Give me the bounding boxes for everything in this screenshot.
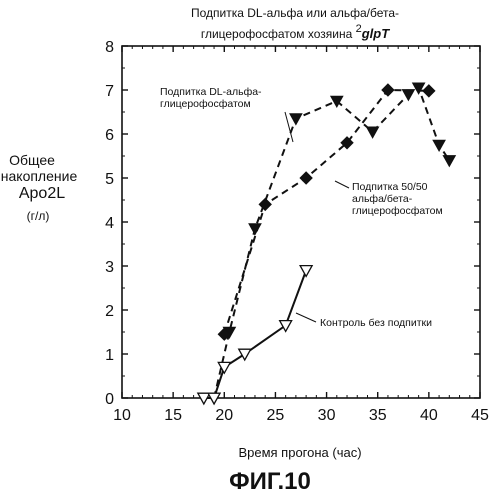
- data-point-series-1: [329, 95, 344, 109]
- y-tick-label: 4: [105, 215, 114, 232]
- annotation-label-series-2: альфа/бета-: [352, 193, 413, 205]
- x-tick-label: 10: [113, 407, 131, 424]
- data-point-series-3: [206, 392, 222, 406]
- data-point-series-2: [422, 84, 436, 98]
- chart-title-line-1: Подпитка DL-альфа или альфа/бета-: [191, 6, 399, 20]
- x-tick-label: 15: [164, 407, 182, 424]
- series-line-1: [213, 86, 451, 399]
- data-point-series-3: [217, 361, 232, 375]
- y-tick-label: 7: [105, 83, 114, 100]
- data-point-series-2: [299, 171, 313, 185]
- data-point-series-1: [365, 126, 380, 139]
- annotation-label-series-2: глицерофосфатом: [352, 205, 443, 217]
- y-tick-label: 1: [105, 347, 114, 364]
- data-point-series-3: [278, 319, 293, 333]
- annotation-label-series-2: Подпитка 50/50: [352, 181, 428, 193]
- chart-title-gene: glpT: [361, 26, 390, 41]
- data-point-series-1: [248, 223, 262, 236]
- y-axis-label-line-3: Apo2L: [18, 185, 66, 202]
- data-point-series-1: [432, 139, 446, 153]
- annotation-label-series-3: Контроль без подпитки: [320, 317, 432, 329]
- annotation-label-series-1: глицерофосфатом: [160, 98, 251, 110]
- x-axis-label: Время прогона (час): [238, 445, 362, 460]
- y-tick-label: 0: [105, 391, 114, 408]
- chart-title-line-2: глицерофосфатом хозяина 2glpT: [130, 22, 460, 41]
- data-point-series-3: [299, 264, 314, 278]
- y-tick-label: 3: [105, 259, 114, 276]
- annotation-label-series-1: Подпитка DL-альфа-: [160, 86, 262, 98]
- data-point-series-2: [381, 83, 395, 97]
- x-tick-label: 35: [369, 407, 387, 424]
- data-point-series-2: [217, 327, 231, 341]
- y-tick-label: 2: [105, 303, 114, 320]
- x-tick-label: 25: [267, 407, 285, 424]
- data-point-series-2: [258, 197, 272, 212]
- data-point-series-1: [442, 155, 457, 168]
- chart-title-text: глицерофосфатом хозяина: [200, 27, 353, 41]
- y-tick-label: 8: [105, 39, 114, 56]
- data-point-series-1: [289, 113, 303, 126]
- data-point-series-1: [411, 82, 426, 95]
- data-point-series-3: [196, 392, 211, 406]
- chart-title-superscript: 2: [355, 23, 362, 35]
- data-point-series-2: [340, 136, 354, 150]
- x-tick-label: 30: [318, 407, 336, 424]
- x-tick-label: 40: [420, 407, 438, 424]
- y-axis-label-line-4: (г/л): [26, 209, 50, 223]
- annotation-leader-series-1: [284, 111, 294, 143]
- x-tick-label: 45: [471, 407, 489, 424]
- data-point-series-1: [401, 89, 416, 102]
- annotation-leader-series-2: [334, 180, 350, 189]
- annotation-leader-series-3: [295, 312, 317, 323]
- y-tick-label: 5: [105, 171, 114, 188]
- y-axis-label-line-1: Общее: [9, 152, 55, 168]
- data-point-series-3: [237, 348, 252, 362]
- x-tick-label: 20: [215, 407, 233, 424]
- y-axis-label-line-2: накопление: [0, 168, 78, 184]
- figure-caption: ФИГ.10: [229, 468, 311, 495]
- y-tick-label: 6: [105, 127, 114, 144]
